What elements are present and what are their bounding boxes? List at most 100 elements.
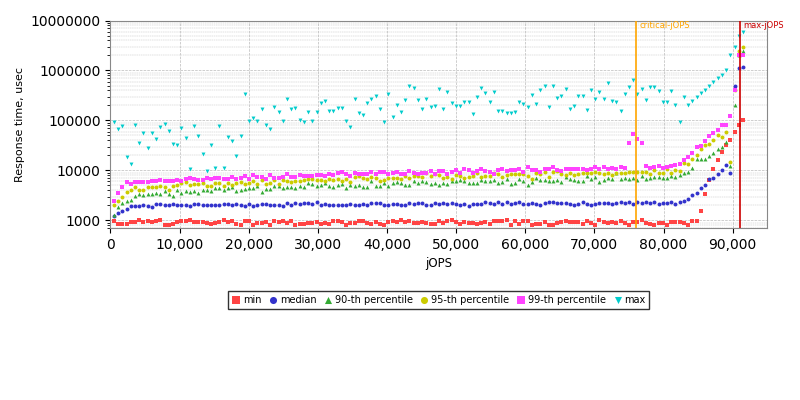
- 90-th percentile: [661, 175, 674, 181]
- min: [331, 217, 344, 224]
- 99-th percentile: [137, 179, 150, 186]
- max: [175, 124, 188, 131]
- 95-th percentile: [694, 146, 707, 153]
- 99-th percentile: [496, 166, 509, 172]
- median: [306, 200, 318, 207]
- median: [344, 200, 357, 207]
- 90-th percentile: [559, 174, 572, 180]
- max: [622, 84, 635, 90]
- 90-th percentile: [162, 191, 175, 197]
- min: [504, 222, 517, 228]
- max: [150, 136, 162, 142]
- 99-th percentile: [437, 167, 450, 174]
- median: [720, 162, 733, 169]
- 99-th percentile: [715, 122, 728, 128]
- 95-th percentile: [222, 179, 234, 186]
- min: [335, 219, 348, 225]
- 99-th percentile: [294, 172, 306, 178]
- 95-th percentile: [698, 142, 711, 148]
- min: [606, 218, 618, 225]
- 90-th percentile: [200, 187, 213, 194]
- min: [226, 218, 238, 224]
- median: [462, 203, 475, 209]
- 95-th percentile: [720, 129, 733, 135]
- min: [166, 220, 179, 227]
- min: [285, 218, 298, 224]
- 99-th percentile: [563, 166, 576, 172]
- median: [622, 199, 635, 205]
- min: [703, 176, 716, 183]
- median: [446, 200, 458, 206]
- 95-th percentile: [635, 169, 648, 175]
- median: [538, 200, 551, 206]
- median: [602, 200, 614, 206]
- 90-th percentile: [546, 178, 559, 184]
- 95-th percentile: [407, 173, 420, 179]
- median: [242, 201, 255, 208]
- 95-th percentile: [420, 170, 433, 177]
- min: [247, 222, 260, 228]
- median: [572, 201, 585, 207]
- 90-th percentile: [589, 174, 602, 180]
- 95-th percentile: [424, 173, 437, 179]
- 90-th percentile: [475, 177, 488, 183]
- 90-th percentile: [504, 180, 517, 187]
- 99-th percentile: [390, 169, 403, 176]
- max: [441, 89, 454, 95]
- min: [259, 219, 272, 225]
- 90-th percentile: [170, 187, 183, 193]
- 95-th percentile: [226, 181, 238, 188]
- max: [386, 114, 399, 121]
- 95-th percentile: [428, 171, 441, 178]
- 90-th percentile: [462, 180, 475, 186]
- median: [635, 200, 648, 206]
- 95-th percentile: [242, 180, 255, 186]
- median: [559, 200, 572, 206]
- 90-th percentile: [255, 188, 268, 195]
- 90-th percentile: [142, 190, 154, 197]
- max: [522, 104, 534, 110]
- median: [407, 200, 420, 207]
- median: [437, 200, 450, 206]
- 95-th percentile: [487, 170, 500, 177]
- min: [614, 217, 627, 224]
- min: [433, 218, 446, 224]
- min: [517, 218, 530, 224]
- 90-th percentile: [534, 176, 546, 183]
- median: [390, 201, 403, 207]
- 99-th percentile: [546, 164, 559, 170]
- 95-th percentile: [306, 176, 318, 182]
- 99-th percentile: [142, 179, 154, 185]
- min: [411, 220, 424, 227]
- median: [441, 201, 454, 207]
- median: [542, 199, 555, 206]
- 95-th percentile: [652, 170, 665, 176]
- median: [238, 203, 251, 209]
- median: [576, 199, 589, 205]
- min: [374, 221, 386, 228]
- median: [218, 201, 230, 207]
- 99-th percentile: [285, 174, 298, 180]
- min: [370, 219, 382, 226]
- min: [593, 217, 606, 224]
- 95-th percentile: [602, 170, 614, 176]
- median: [196, 202, 209, 209]
- median: [264, 202, 277, 208]
- 90-th percentile: [146, 191, 158, 197]
- 90-th percentile: [247, 185, 260, 192]
- min: [466, 220, 479, 226]
- 99-th percentile: [492, 167, 505, 174]
- max: [698, 87, 711, 94]
- 99-th percentile: [711, 127, 724, 133]
- min: [475, 220, 488, 227]
- 99-th percentile: [238, 173, 251, 180]
- 99-th percentile: [732, 52, 745, 59]
- 99-th percentile: [728, 87, 741, 94]
- max: [399, 96, 412, 103]
- 90-th percentile: [526, 179, 538, 186]
- 95-th percentile: [454, 172, 466, 179]
- min: [386, 218, 399, 224]
- 95-th percentile: [711, 132, 724, 139]
- max: [639, 97, 652, 104]
- 95-th percentile: [218, 183, 230, 190]
